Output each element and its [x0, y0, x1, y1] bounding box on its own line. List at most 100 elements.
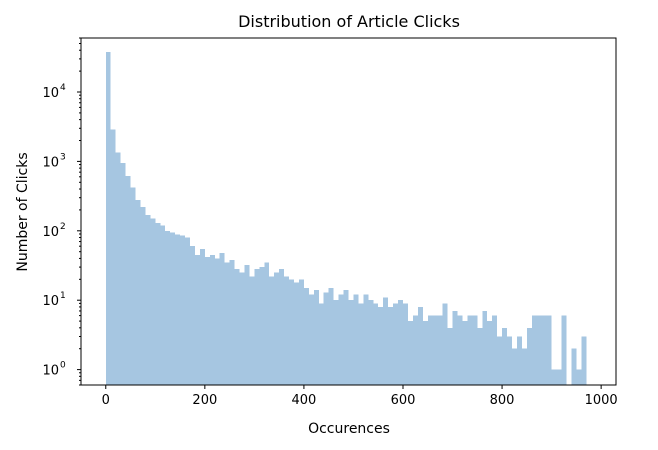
histogram-bar [323, 292, 329, 385]
histogram-bar [249, 276, 255, 385]
histogram-bar [383, 297, 389, 385]
histogram-bar [234, 269, 240, 385]
histogram-bar [467, 315, 473, 385]
histogram-bar [125, 175, 131, 385]
histogram-bar [209, 254, 215, 385]
histogram-bar [571, 348, 577, 385]
histogram-bar [417, 306, 423, 385]
histogram-bar [105, 51, 111, 385]
y-tick-label: 10 [42, 364, 59, 379]
histogram-bar [576, 369, 582, 385]
histogram-bar [422, 321, 428, 385]
histogram-bar [140, 207, 146, 385]
y-tick-exponent: 0 [60, 361, 66, 371]
histogram-bar [110, 129, 116, 385]
histogram-bar [199, 248, 205, 385]
x-tick-label: 600 [391, 393, 416, 408]
histogram-bar [294, 282, 299, 385]
histogram-bar [175, 234, 181, 385]
histogram-bar [432, 315, 438, 385]
histogram-bar [541, 315, 547, 385]
chart-title: Distribution of Article Clicks [238, 12, 460, 31]
y-tick-label: 10 [42, 225, 59, 240]
histogram-bar [284, 276, 290, 385]
histogram-bar [343, 290, 349, 385]
histogram-bar [358, 303, 364, 385]
x-tick-label: 1000 [585, 393, 618, 408]
histogram-bar [407, 321, 413, 385]
histogram-bar [368, 300, 374, 385]
histogram-bar [259, 267, 265, 385]
y-tick-exponent: 3 [60, 152, 66, 162]
y-tick-exponent: 1 [60, 291, 66, 301]
histogram-bar [135, 199, 141, 385]
y-tick-label: 10 [42, 155, 59, 170]
histogram-bar [219, 252, 225, 385]
histogram-bar [303, 287, 309, 385]
histogram-bar [447, 327, 453, 385]
histogram-bar [546, 315, 552, 385]
histogram-bar [244, 265, 250, 385]
histogram-bar [150, 218, 156, 385]
histogram-bar [155, 222, 161, 385]
x-axis-label: Occurences [308, 421, 390, 437]
histogram-bar [180, 235, 186, 385]
histogram-bar [452, 310, 458, 385]
y-tick-exponent: 2 [60, 222, 66, 232]
histogram-bar [526, 327, 532, 385]
x-tick-label: 800 [490, 393, 515, 408]
histogram-bar [472, 315, 478, 385]
bars-group [105, 51, 587, 385]
histogram-bar [373, 303, 379, 385]
histogram-bar [264, 262, 270, 385]
histogram-bar [442, 303, 448, 385]
histogram-bar [581, 336, 587, 385]
histogram-bar [328, 287, 334, 385]
x-tick-label: 0 [102, 393, 110, 408]
histogram-bar [274, 272, 280, 385]
histogram-bar [492, 315, 498, 385]
histogram-bar [363, 294, 369, 385]
histogram-bar [482, 310, 488, 385]
histogram-bar [516, 336, 522, 385]
histogram-bar [229, 259, 235, 385]
histogram-bar [279, 269, 285, 385]
histogram-bar [561, 315, 567, 385]
histogram-bar [393, 303, 399, 385]
histogram-bar [170, 232, 176, 385]
histogram-bar [115, 152, 121, 385]
plot-frame [80, 37, 617, 386]
histogram-bar [348, 300, 354, 385]
histogram-bar [536, 315, 542, 385]
histogram-bar [160, 225, 166, 385]
histogram-bar [308, 294, 314, 385]
histogram-bar [477, 327, 483, 385]
histogram-bar [224, 262, 230, 385]
histogram-bar [462, 321, 468, 385]
histogram-bar [313, 290, 319, 385]
histogram-bar [556, 369, 562, 385]
histogram-bar [254, 269, 260, 385]
histogram-bar [502, 327, 508, 385]
y-tick-label: 10 [42, 86, 59, 101]
histogram-bar [333, 300, 339, 385]
histogram-bar [338, 294, 344, 385]
histogram-bar [521, 348, 527, 385]
histogram-bar [427, 315, 433, 385]
histogram-bar [298, 279, 304, 385]
histogram-bar [487, 321, 493, 385]
histogram-bar [269, 276, 275, 385]
histogram-bar [120, 162, 126, 385]
histogram-bar [289, 279, 295, 385]
y-axis-label: Number of Clicks [15, 152, 31, 271]
histogram-bar [551, 369, 557, 385]
histogram-bar [318, 303, 324, 385]
x-tick-label: 400 [292, 393, 317, 408]
histogram-bar [507, 336, 512, 385]
histogram-bar [239, 272, 245, 385]
histogram-bar [437, 315, 443, 385]
histogram-bar [185, 237, 190, 385]
histogram-bar [189, 246, 195, 385]
